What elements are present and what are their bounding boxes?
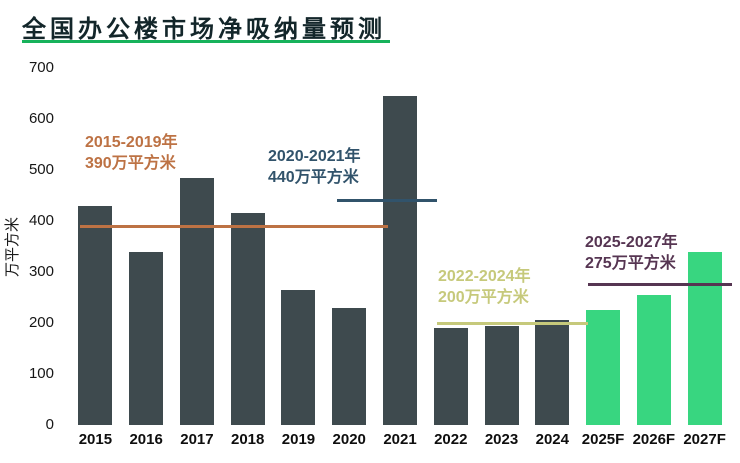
y-tick-600: 600 <box>28 110 54 127</box>
y-tick-200: 200 <box>28 314 54 331</box>
y-tick-400: 400 <box>28 212 54 229</box>
annotation-value-label: 275万平方米 <box>585 255 676 272</box>
bar-2019 <box>281 289 316 425</box>
y-tick-500: 500 <box>28 161 54 178</box>
bar-2025F <box>586 310 621 425</box>
bar-2027F <box>687 251 722 425</box>
bar-2026F <box>636 294 671 425</box>
x-tick-2015: 2015 <box>78 431 113 448</box>
x-tick-2027F: 2027F <box>683 431 726 448</box>
annotation-period-label: 2022-2024年 <box>438 268 531 285</box>
x-tick-2022: 2022 <box>434 431 468 448</box>
annotation-value-label: 200万平方米 <box>438 289 529 306</box>
bar-2016 <box>129 251 164 425</box>
y-tick-300: 300 <box>28 263 54 280</box>
bar-2017 <box>179 177 214 425</box>
bar-2024 <box>535 320 570 425</box>
x-tick-2018: 2018 <box>231 431 265 448</box>
bar-2021 <box>383 96 417 425</box>
x-tick-2020: 2020 <box>332 431 366 448</box>
x-tick-2023: 2023 <box>484 431 519 448</box>
annotation-period-label: 2020-2021年 <box>268 148 361 165</box>
annotation-value-label: 390万平方米 <box>85 155 176 172</box>
x-tick-2024: 2024 <box>535 431 569 448</box>
bar-2023 <box>484 325 519 425</box>
x-tick-2019: 2019 <box>281 431 316 448</box>
annotation-period-label: 2015-2019年 <box>85 134 178 151</box>
x-tick-2017: 2017 <box>180 431 214 448</box>
bar-2020 <box>332 307 367 425</box>
annotation-text-2022-2024年: 2022-2024年 200万平方米 <box>438 266 531 308</box>
annotation-text-2025-2027年: 2025-2027年 275万平方米 <box>585 232 678 274</box>
annotation-line-2020-2021年 <box>337 199 437 203</box>
annotation-text-2020-2021年: 2020-2021年 440万平方米 <box>268 146 361 188</box>
bar-2015 <box>78 205 113 425</box>
y-tick-0: 0 <box>45 416 54 433</box>
chart-title: 全国办公楼市场净吸纳量预测 <box>22 16 386 43</box>
annotation-period-label: 2025-2027年 <box>585 234 678 251</box>
annotation-text-2015-2019年: 2015-2019年 390万平方米 <box>85 132 178 174</box>
annotation-line-2015-2019年 <box>80 224 388 228</box>
annotation-line-2025-2027年 <box>588 283 732 287</box>
bar-2022 <box>433 328 468 425</box>
x-tick-2025F: 2025F <box>581 431 625 448</box>
x-tick-2021: 2021 <box>383 431 417 448</box>
y-tick-700: 700 <box>28 59 54 76</box>
title-underline <box>22 40 390 43</box>
annotation-line-2022-2024年 <box>437 321 588 325</box>
y-tick-100: 100 <box>28 365 54 382</box>
x-tick-2016: 2016 <box>129 431 163 448</box>
bar-2018 <box>230 213 265 425</box>
annotation-value-label: 440万平方米 <box>268 169 359 186</box>
x-tick-2026F: 2026F <box>632 431 676 448</box>
